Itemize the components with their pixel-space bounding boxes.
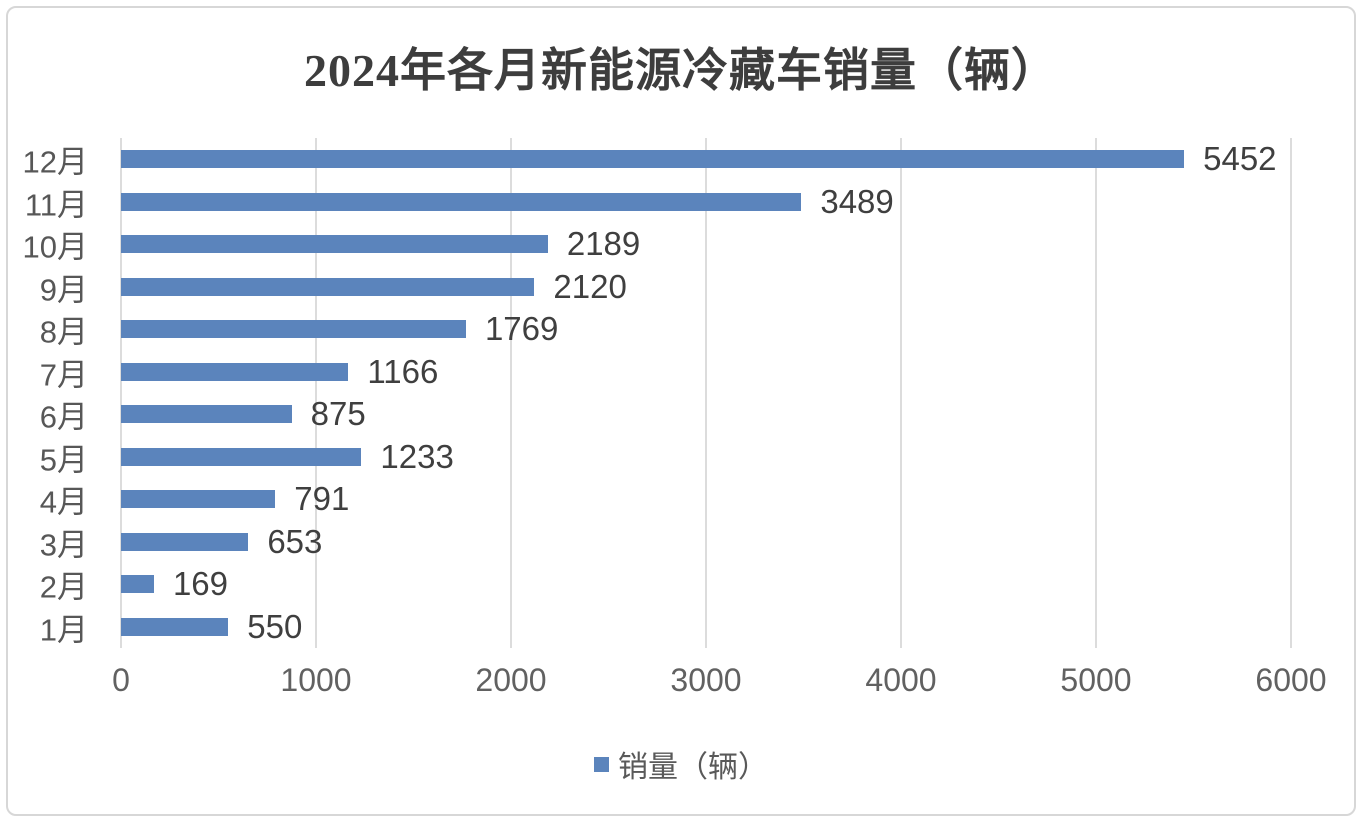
legend-series-label: 销量（辆）: [618, 751, 768, 784]
bar-row: 1月 550: [0, 606, 1362, 649]
bar: [121, 405, 292, 424]
bar: [121, 192, 802, 211]
legend-series-marker-icon: [594, 756, 609, 772]
category-axis-label: 11月: [24, 187, 88, 223]
value-label: 1166: [367, 352, 439, 390]
category-axis-label: 9月: [39, 272, 88, 308]
legend: 销量（辆）: [0, 742, 1362, 786]
x-axis-tick-label: 0: [112, 662, 130, 698]
value-label: 1769: [484, 310, 559, 348]
value-label: 169: [172, 565, 229, 603]
value-label: 1233: [380, 437, 454, 475]
bar-row: 9月 2120: [0, 266, 1362, 309]
bar-row: 5月 1233: [0, 436, 1362, 479]
gridline: [1290, 138, 1292, 648]
bar-row: 4月 791: [0, 478, 1362, 521]
category-axis-label: 7月: [39, 357, 88, 393]
value-label: 2120: [553, 267, 627, 305]
value-label: 5452: [1203, 140, 1277, 178]
value-label: 550: [247, 607, 303, 645]
bar-row: 10月 2189: [0, 223, 1362, 266]
category-axis-label: 6月: [39, 399, 88, 435]
gridline: [705, 138, 707, 648]
bar: [121, 320, 466, 339]
bar-row: 7月 1166: [0, 351, 1362, 394]
value-label: 875: [310, 395, 366, 433]
x-axis-tick-label: 1000: [280, 662, 352, 698]
bar: [121, 235, 548, 254]
chart-title: 2024年各月新能源冷藏车销量（辆）: [304, 45, 1058, 96]
x-axis-tick-label: 5000: [1060, 662, 1132, 698]
bar: [121, 362, 349, 381]
category-axis-label: 3月: [39, 527, 88, 563]
gridline: [900, 138, 902, 648]
bar: [121, 490, 276, 509]
category-axis-label: 1月: [39, 612, 88, 648]
x-axis-tick-label: 4000: [865, 662, 937, 698]
value-label: 791: [294, 480, 350, 518]
category-axis-label: 8月: [39, 314, 88, 350]
gridline: [510, 138, 512, 648]
value-label: 2189: [566, 225, 641, 263]
category-axis-label: 5月: [39, 442, 88, 478]
bar: [121, 277, 535, 296]
bar-row: 3月 653: [0, 521, 1362, 564]
value-label: 3489: [820, 182, 894, 220]
x-axis-tick-label: 6000: [1255, 662, 1327, 698]
category-axis-label: 2月: [39, 569, 88, 605]
bar: [121, 447, 362, 466]
category-axis-label: 4月: [39, 484, 88, 520]
x-axis-tick-label: 2000: [475, 662, 547, 698]
bar: [121, 617, 229, 636]
bar-row: 6月 875: [0, 393, 1362, 436]
category-axis-label: 12月: [22, 144, 88, 180]
bar: [121, 575, 154, 594]
bar-row: 8月 1769: [0, 308, 1362, 351]
gridline: [315, 138, 317, 648]
gridline: [1095, 138, 1097, 648]
bar-row: 12月 5452: [0, 138, 1362, 181]
bar: [121, 150, 1185, 169]
category-axis-label: 10月: [22, 229, 88, 265]
bar-row: 11月 3489: [0, 181, 1362, 224]
bar: [121, 532, 249, 551]
bar-row: 2月 169: [0, 563, 1362, 606]
gridline: [120, 138, 122, 648]
value-label: 653: [267, 522, 323, 560]
x-axis-tick-label: 3000: [670, 662, 742, 698]
